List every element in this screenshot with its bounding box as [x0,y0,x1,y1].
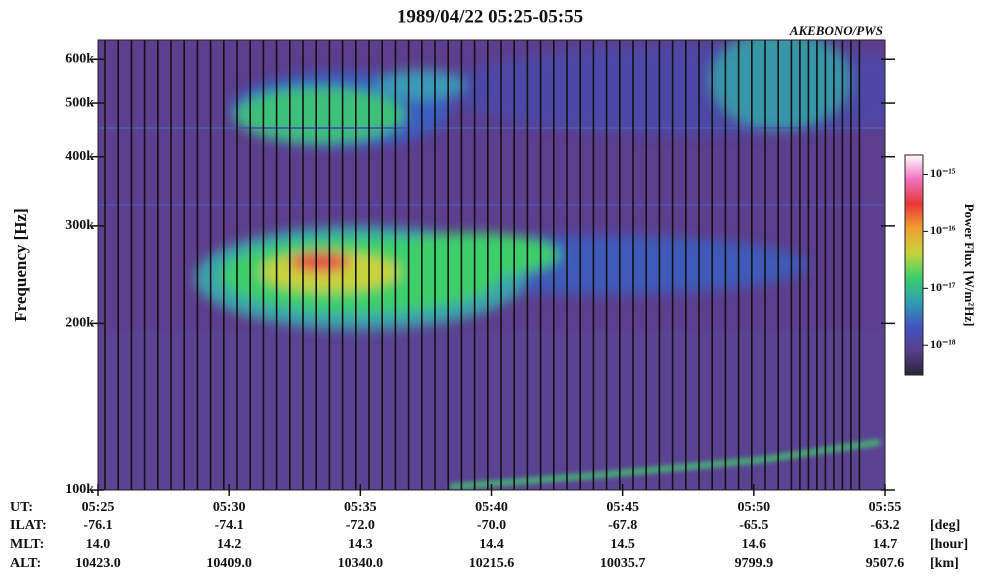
x-tick-label: 05:40 [475,500,508,515]
ephemeris-value: -70.0 [477,518,506,533]
ephemeris-value: 9799.9 [735,556,774,571]
ephemeris-value: 9507.6 [866,556,905,571]
emission-line [449,439,881,490]
chart-title: 1989/04/22 05:25-05:55 [397,6,583,27]
x-tick-label: 05:50 [737,500,770,515]
colorbar-tick-label: 10⁻¹⁵ [930,166,956,180]
row-unit: [km] [930,556,959,571]
ephemeris-value: 14.5 [610,537,635,552]
x-tick-label: 05:30 [213,500,246,515]
ephemeris-value: 10409.0 [206,556,252,571]
x-tick-label: 05:55 [869,500,902,515]
emission [195,40,885,330]
annotation: AKEBONO/PWS [789,23,883,38]
y-tick-label: 400k [65,149,94,164]
row-label: UT: [10,500,33,515]
ephemeris-value: -74.1 [215,518,244,533]
ephemeris-value: -65.5 [739,518,768,533]
y-tick-label: 600k [65,51,94,66]
y-tick-label: 100k [65,482,94,497]
colorbar-label: Power Flux [W/m²Hz] [962,204,977,327]
data-gap-lines [104,40,861,490]
ephemeris-value: -72.0 [346,518,375,533]
row-unit: [deg] [930,518,960,533]
ephemeris-value: 14.6 [742,537,767,552]
y-tick-label: 300k [65,218,94,233]
y-tick-label: 500k [65,95,94,110]
ephemeris-value: 14.3 [348,537,373,552]
row-label: MLT: [10,537,44,552]
ephemeris-value: 10215.6 [469,556,515,571]
ephemeris-value: 14.4 [479,537,504,552]
ephemeris-value: -76.1 [83,518,112,533]
colorbar [904,154,924,376]
colorbar-tick-label: 10⁻¹⁸ [930,337,956,351]
background-band [98,330,885,490]
x-tick-label: 05:25 [82,500,115,515]
spectrogram [98,40,885,490]
row-label: ILAT: [10,518,47,533]
y-axis-label: Frequency [Hz] [11,208,30,321]
ephemeris-value: 14.2 [217,537,242,552]
x-tick-label: 05:45 [606,500,639,515]
ephemeris-value: -63.2 [870,518,899,533]
x-tick-label: 05:35 [344,500,377,515]
ephemeris-value: 14.7 [873,537,898,552]
ephemeris-value: 10423.0 [75,556,121,571]
ephemeris-value: 14.0 [86,537,111,552]
colorbar-tick-label: 10⁻¹⁷ [930,280,956,294]
row-label: ALT: [10,556,41,571]
ephemeris-value: -67.8 [608,518,637,533]
ephemeris-value: 10035.7 [600,556,646,571]
row-unit: [hour] [930,537,968,552]
colorbar-tick-label: 10⁻¹⁶ [930,223,956,237]
ephemeris-value: 10340.0 [338,556,384,571]
y-tick-label: 200k [65,316,94,331]
